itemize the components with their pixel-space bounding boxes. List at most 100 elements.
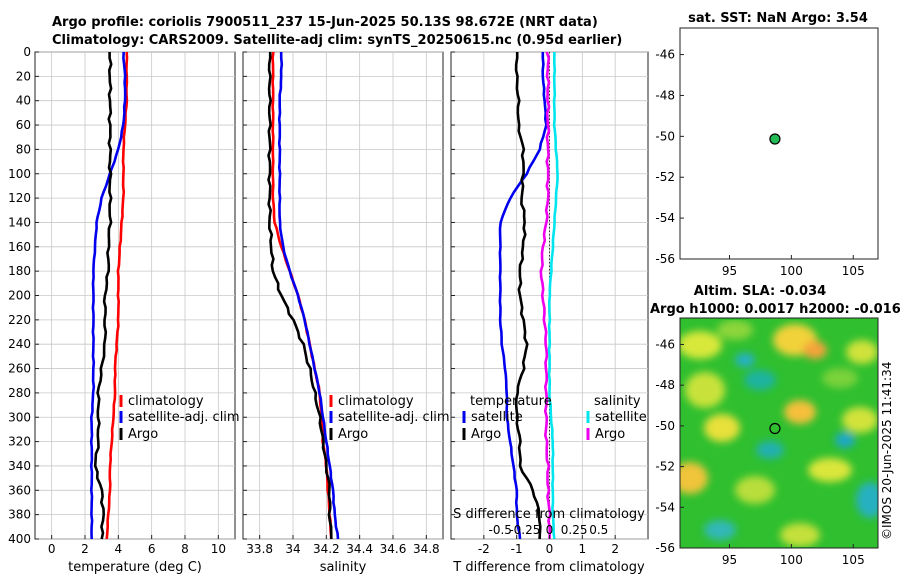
sst-map-title: sat. SST: NaN Argo: 3.54 xyxy=(688,11,868,26)
salinity-legend-satellite: satellite-adj. clim xyxy=(338,410,450,425)
salinity-xtick-label: 34.8 xyxy=(413,542,440,556)
sst_map-ytick-label: -54 xyxy=(655,211,675,225)
difference-legend-s-argo: Argo xyxy=(595,427,625,442)
depth-tick-label: 360 xyxy=(8,483,31,497)
temperature-series-climatology xyxy=(105,51,129,540)
sst_map-ytick-label: -50 xyxy=(655,129,675,143)
depth-tick-label: 20 xyxy=(16,69,31,83)
depth-tick-label: 400 xyxy=(8,532,31,546)
temperature-xtick-label: 10 xyxy=(211,542,226,556)
salinity-xlabel: salinity xyxy=(320,560,367,575)
sla_map-ytick-label: -46 xyxy=(655,337,675,351)
depth-tick-label: 180 xyxy=(8,264,31,278)
depth-tick-label: 300 xyxy=(8,410,31,424)
difference-legend-t-argo: Argo xyxy=(471,427,501,442)
temperature-xtick-label: 6 xyxy=(148,542,156,556)
sst_map-argo-marker xyxy=(769,133,781,145)
difference-legend-temperature-title: temperature xyxy=(470,394,552,409)
sla_map-ytick-label: -52 xyxy=(655,460,675,474)
sla-map-title-line1: Altim. SLA: -0.034 xyxy=(694,284,826,299)
difference-legend-s-satellite: satellite xyxy=(595,410,647,425)
depth-tick-label: 200 xyxy=(8,289,31,303)
salinity-legend-argo: Argo xyxy=(338,427,368,442)
depth-tick-label: 340 xyxy=(8,459,31,473)
sla_map-ytick-label: -56 xyxy=(655,541,675,555)
temperature-xlabel: temperature (deg C) xyxy=(68,560,202,575)
difference-series-t-satellite xyxy=(498,52,548,540)
difference-top-tick-label: -0.25 xyxy=(509,523,540,537)
sla_map-xtick-label: 95 xyxy=(722,553,737,567)
figure-title-line1: Argo profile: coriolis 7900511_237 15-Ju… xyxy=(52,15,598,30)
salinity-series-satellite-adj-clim xyxy=(277,52,340,540)
depth-tick-label: 80 xyxy=(16,142,31,156)
temperature-legend: climatology satellite-adj. clim Argo xyxy=(119,394,240,442)
sst_map-ytick-label: -52 xyxy=(655,170,675,184)
difference-xtick-label: 2 xyxy=(611,542,619,556)
depth-tick-label: 140 xyxy=(8,215,31,229)
difference-top-label: S difference from climatology xyxy=(453,507,645,522)
depth-tick-label: 100 xyxy=(8,167,31,181)
difference-xtick-label: 0 xyxy=(546,542,554,556)
depth-tick-label: 60 xyxy=(16,118,31,132)
depth-tick-label: 320 xyxy=(8,435,31,449)
difference-top-tick-label: 0.5 xyxy=(589,523,608,537)
salinity-legend: climatology satellite-adj. clim Argo xyxy=(329,394,450,442)
temperature-legend-satellite: satellite-adj. clim xyxy=(128,410,240,425)
difference-legend-salinity-title: salinity xyxy=(594,394,641,409)
temperature-series-satellite-adj-clim xyxy=(89,51,127,540)
salinity-legend-climatology: climatology xyxy=(338,394,414,409)
difference-series-s-argo xyxy=(539,51,552,540)
sla-map-panel xyxy=(679,317,879,549)
salinity-xtick-label: 34.4 xyxy=(346,542,373,556)
difference-top-tick-label: 0 xyxy=(546,523,554,537)
difference-series-s-satellite xyxy=(547,51,559,540)
salinity-xtick-label: 34.6 xyxy=(380,542,407,556)
sst_map-ytick-label: -56 xyxy=(655,252,675,266)
difference-xtick-label: -1 xyxy=(511,542,523,556)
salinity-series-argo xyxy=(267,52,333,540)
sla_map-ytick-label: -48 xyxy=(655,378,675,392)
imos-watermark: ©IMOS 20-Jun-2025 11:41:34 xyxy=(880,362,894,540)
temperature-legend-climatology: climatology xyxy=(128,394,204,409)
temperature-xtick-label: 0 xyxy=(48,542,56,556)
depth-tick-label: 120 xyxy=(8,191,31,205)
depth-tick-label: 220 xyxy=(8,313,31,327)
difference-legend: temperature satellite Argo salinity sate… xyxy=(462,394,647,442)
depth-tick-label: 280 xyxy=(8,386,31,400)
salinity-xtick-label: 33.8 xyxy=(246,542,273,556)
sla_map-xtick-label: 105 xyxy=(842,553,865,567)
temperature-xtick-label: 4 xyxy=(115,542,123,556)
figure-title-line2: Climatology: CARS2009. Satellite-adj cli… xyxy=(52,33,623,48)
difference-top-tick-label: -0.5 xyxy=(489,523,512,537)
sla_map-ytick-label: -54 xyxy=(655,500,675,514)
salinity-xtick-label: 34 xyxy=(285,542,300,556)
salinity-xtick-label: 34.2 xyxy=(313,542,340,556)
difference-series-t-argo xyxy=(514,52,542,540)
sst-map-panel xyxy=(679,27,879,260)
depth-tick-label: 40 xyxy=(16,94,31,108)
difference-xtick-label: -2 xyxy=(478,542,490,556)
depth-tick-label: 160 xyxy=(8,240,31,254)
difference-xlabel: T difference from climatology xyxy=(452,560,645,575)
temperature-legend-argo: Argo xyxy=(128,427,158,442)
sst_map-ytick-label: -46 xyxy=(655,48,675,62)
depth-tick-label: 240 xyxy=(8,337,31,351)
sla_map-argo-marker xyxy=(769,422,781,435)
sla-map-title-line2: Argo h1000: 0.0017 h2000: -0.016 xyxy=(650,302,900,317)
difference-xtick-label: 1 xyxy=(579,542,587,556)
depth-tick-label: 0 xyxy=(23,45,31,59)
sla_map-xtick-label: 100 xyxy=(780,553,803,567)
sst_map-xtick-label: 100 xyxy=(780,264,803,278)
temperature-xtick-label: 8 xyxy=(181,542,189,556)
sst_map-ytick-label: -48 xyxy=(655,88,675,102)
difference-legend-t-satellite: satellite xyxy=(471,410,523,425)
difference-top-tick-label: 0.25 xyxy=(561,523,588,537)
sla_map-ytick-label: -50 xyxy=(655,419,675,433)
depth-tick-label: 380 xyxy=(8,508,31,522)
sst_map-xtick-label: 105 xyxy=(842,264,865,278)
sst_map-xtick-label: 95 xyxy=(722,264,737,278)
temperature-series-argo xyxy=(93,52,113,540)
sla-heatmap xyxy=(680,318,878,548)
temperature-xtick-label: 2 xyxy=(81,542,89,556)
